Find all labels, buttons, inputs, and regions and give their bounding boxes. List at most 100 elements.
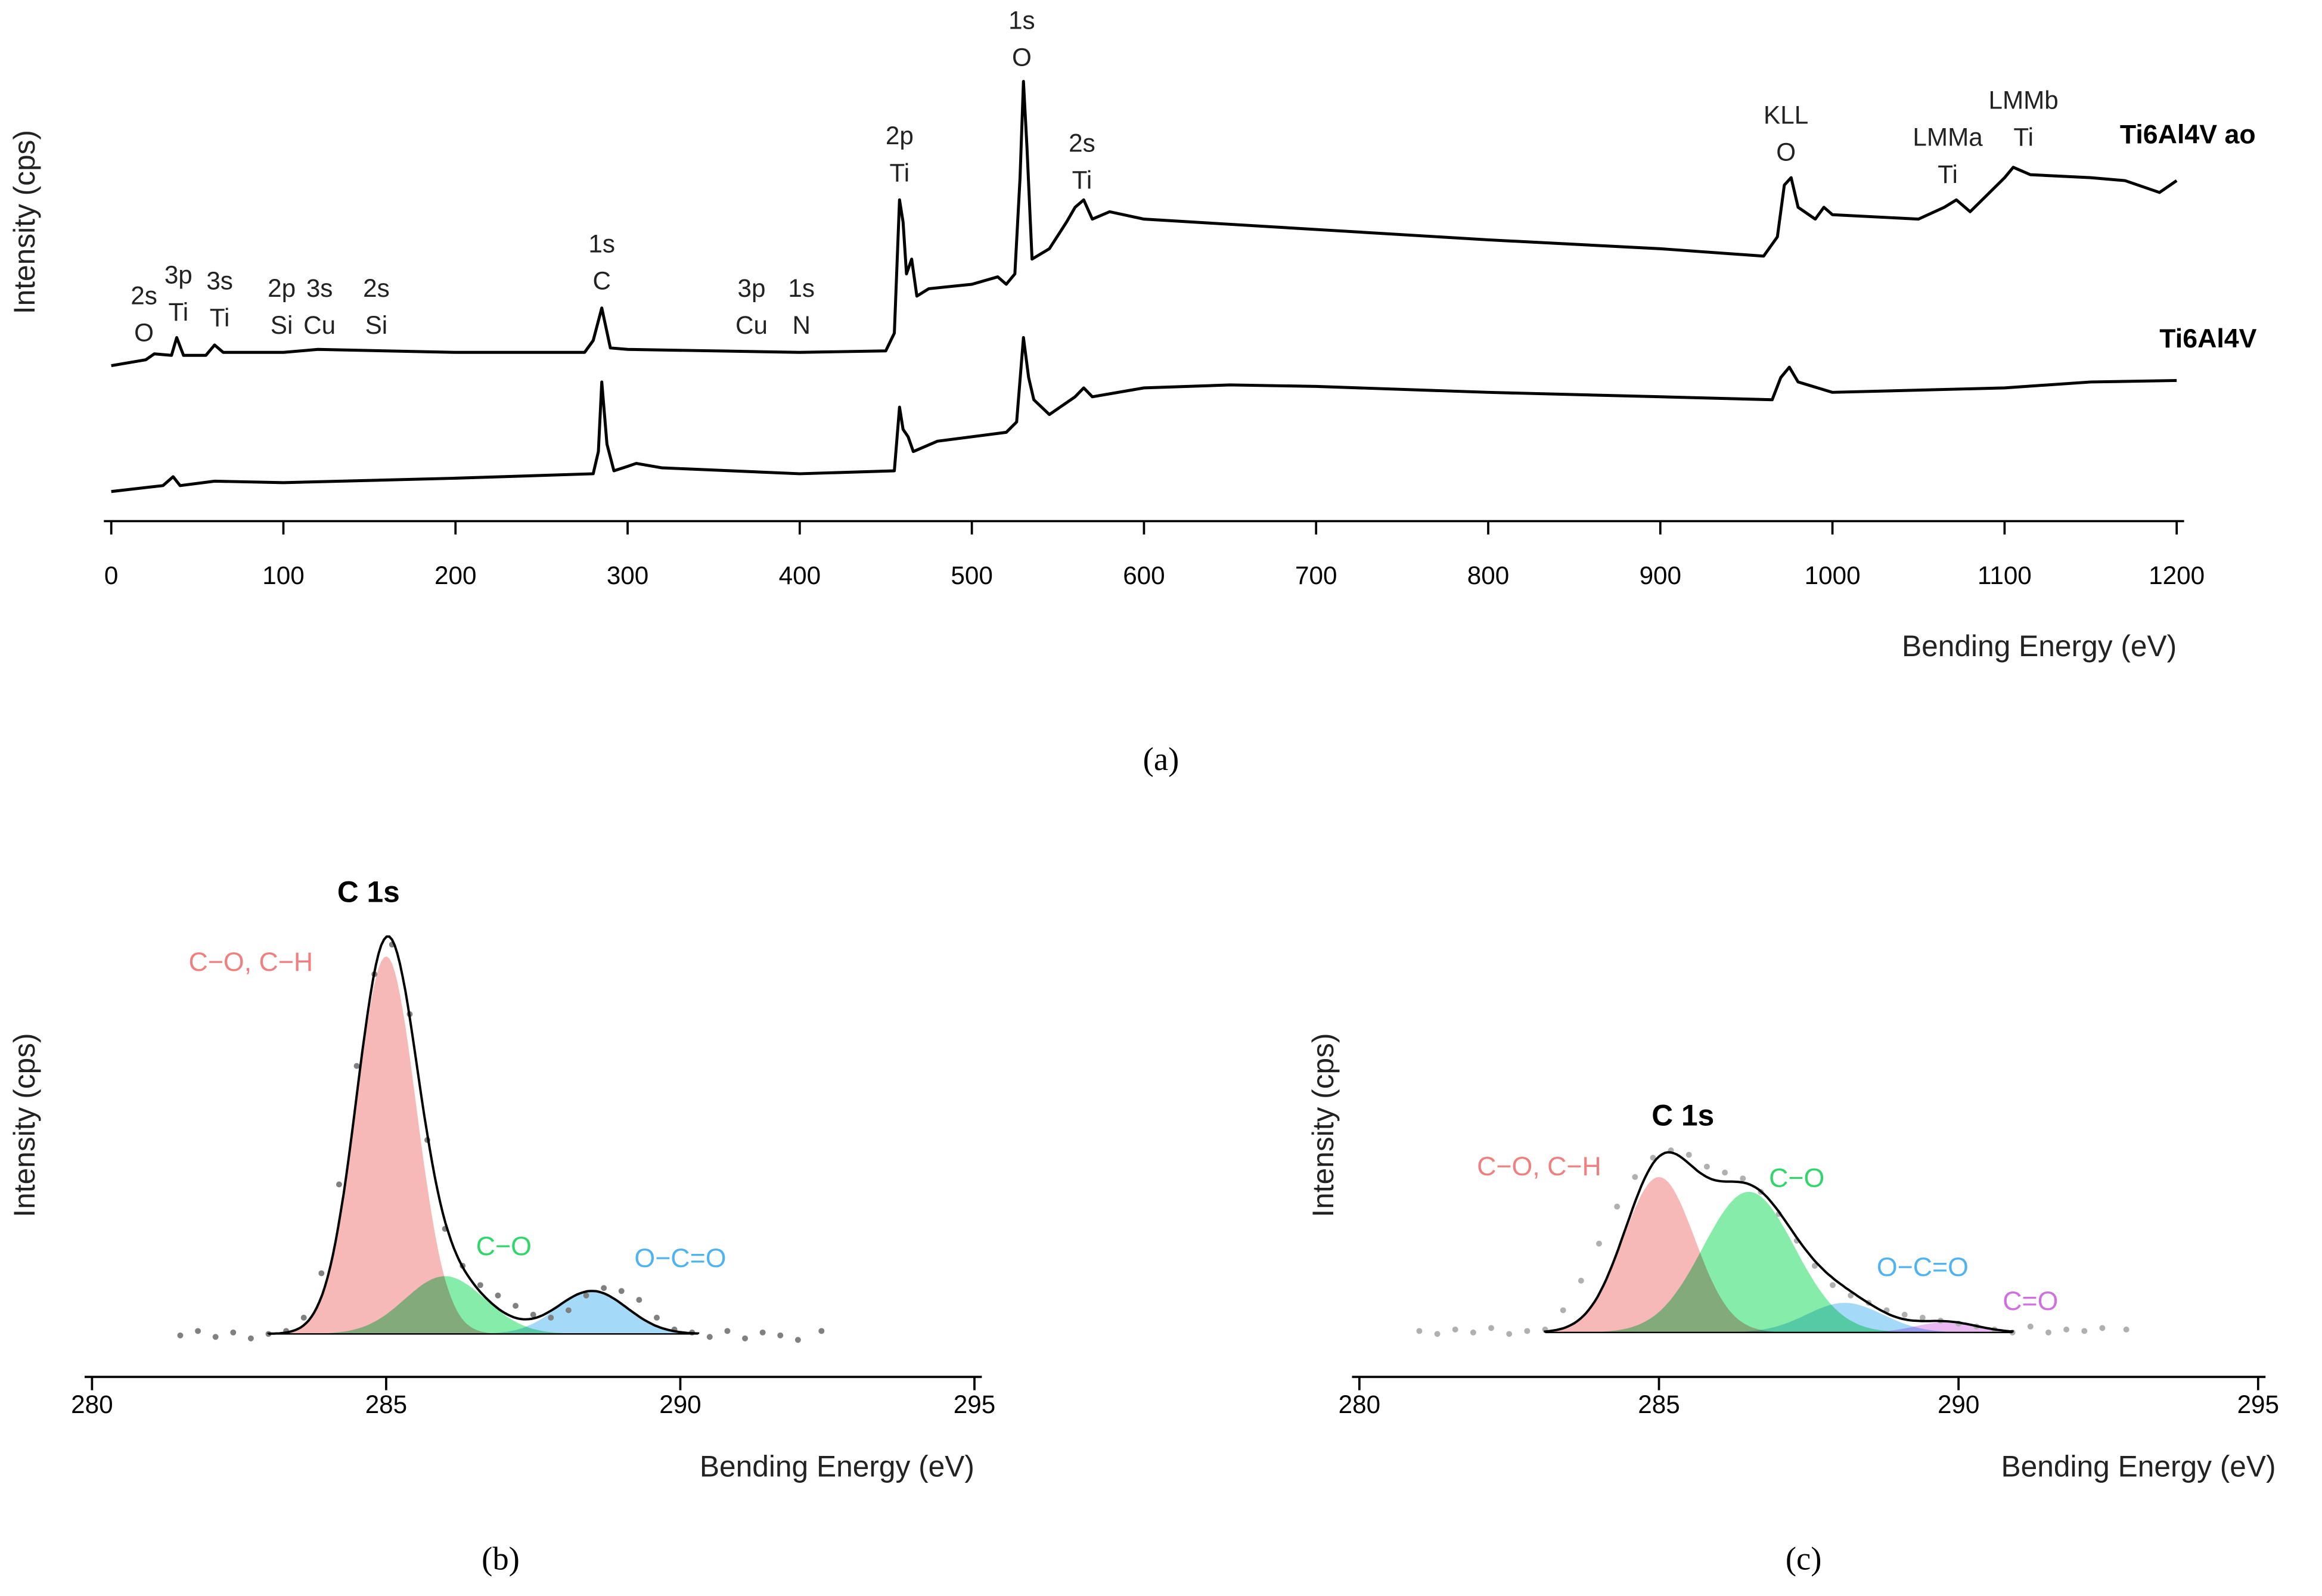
peak-label-top: 1s — [788, 274, 815, 302]
peak-label-top: 2s — [1069, 129, 1095, 157]
data-point — [583, 1292, 589, 1299]
data-point — [1578, 1277, 1584, 1284]
x-axis-label: Bending Energy (eV) — [700, 1449, 974, 1483]
data-point — [1488, 1325, 1495, 1331]
data-point — [495, 1292, 501, 1299]
data-point — [1919, 1314, 1926, 1321]
data-point — [1811, 1263, 1818, 1269]
x-tick-label: 290 — [1938, 1390, 1979, 1418]
x-tick-label: 280 — [71, 1390, 113, 1418]
data-point — [1452, 1326, 1458, 1333]
series-label: Ti6Al4V — [2159, 324, 2256, 353]
x-tick-label: 1000 — [1805, 561, 1861, 589]
x-tick-label: 1200 — [2149, 561, 2205, 589]
spectrum-line — [111, 336, 2177, 493]
fit-envelope — [267, 935, 700, 1336]
data-point — [1614, 1203, 1621, 1210]
data-point — [318, 1270, 325, 1277]
x-tick-label: 500 — [951, 561, 992, 589]
data-point — [1901, 1312, 1908, 1318]
x-tick-label: 280 — [1339, 1390, 1380, 1418]
caption: (c) — [1786, 1540, 1822, 1576]
peak-label-bottom: O — [134, 319, 154, 347]
peak-label-bottom: Cu — [735, 311, 768, 339]
spectrum-line — [111, 80, 2178, 368]
data-point — [601, 1285, 607, 1291]
data-point — [1830, 1282, 1836, 1288]
peak-label-bottom: Ti — [2013, 123, 2034, 151]
data-point — [1650, 1154, 1656, 1161]
x-tick-label: 200 — [434, 561, 476, 589]
component-label: C−O — [476, 1232, 532, 1261]
caption: (a) — [1143, 741, 1179, 777]
fit-component — [1545, 1322, 2013, 1333]
data-point — [618, 1288, 625, 1294]
peak-label-top: 2p — [886, 122, 914, 150]
data-point — [1596, 1240, 1602, 1247]
data-point — [2063, 1326, 2070, 1333]
data-point — [548, 1314, 554, 1321]
x-tick-label: 700 — [1295, 561, 1337, 589]
peak-label-bottom: O — [1776, 138, 1796, 166]
peak-label-top: 3s — [306, 274, 333, 302]
component-label: C=O — [2003, 1287, 2058, 1316]
data-point — [2123, 1326, 2129, 1333]
data-point — [2027, 1323, 2034, 1330]
peak-label-top: 3p — [164, 261, 193, 289]
x-tick-label: 900 — [1640, 561, 1681, 589]
data-point — [300, 1314, 307, 1321]
peak-label-bottom: Ti — [1072, 166, 1092, 194]
peak-label-top: LMMa — [1913, 123, 1983, 151]
x-tick-label: 1100 — [1978, 561, 2032, 589]
y-axis-label: Intensity (cps) — [8, 130, 41, 314]
x-tick-label: 285 — [365, 1390, 407, 1418]
caption: (b) — [482, 1540, 520, 1576]
data-point — [195, 1328, 201, 1334]
data-point — [1703, 1163, 1710, 1170]
chart-title: C 1s — [1652, 1099, 1714, 1132]
peak-label-top: LMMb — [1989, 86, 2059, 114]
data-point — [1560, 1307, 1566, 1314]
fit-component — [1545, 1303, 2013, 1333]
x-tick-label: 400 — [779, 561, 821, 589]
x-tick-label: 600 — [1123, 561, 1165, 589]
peak-label-bottom: Si — [271, 311, 293, 339]
data-point — [742, 1335, 748, 1342]
data-point — [1848, 1292, 1854, 1299]
peak-label-top: 1s — [1008, 6, 1035, 34]
peak-label-top: 2s — [363, 274, 390, 302]
data-point — [818, 1328, 825, 1334]
x-tick-label: 300 — [607, 561, 648, 589]
data-point — [530, 1312, 536, 1318]
x-tick-label: 0 — [104, 561, 118, 589]
data-point — [513, 1303, 519, 1309]
data-point — [177, 1332, 184, 1339]
y-axis-label: Intensity (cps) — [1306, 1033, 1340, 1217]
fit-envelope — [1544, 1151, 2014, 1333]
chart-title: C 1s — [337, 875, 400, 909]
component-label: C−O, C−H — [1477, 1152, 1601, 1181]
peak-label-top: 1s — [588, 230, 615, 258]
data-point — [1740, 1175, 1746, 1182]
peak-label-bottom: Cu — [303, 311, 336, 339]
data-point — [565, 1307, 572, 1314]
data-point — [777, 1332, 784, 1339]
x-tick-label: 800 — [1467, 561, 1509, 589]
y-axis-label: Intensity (cps) — [8, 1033, 41, 1217]
x-tick-label: 100 — [262, 561, 304, 589]
fit-component — [268, 1276, 699, 1334]
peak-label-top: 3p — [738, 274, 766, 302]
peak-label-bottom: Ti — [1938, 160, 1958, 188]
x-tick-label: 285 — [1638, 1390, 1680, 1418]
peak-label-bottom: Si — [365, 311, 388, 339]
data-point — [1506, 1331, 1513, 1337]
peak-label-bottom: C — [592, 267, 610, 295]
data-point — [353, 1063, 360, 1069]
data-point — [2045, 1329, 2051, 1336]
peak-label-top: 3s — [206, 267, 233, 295]
data-point — [477, 1282, 483, 1288]
peak-label-bottom: Ti — [890, 159, 910, 187]
data-point — [636, 1297, 642, 1303]
peak-label-bottom: O — [1012, 44, 1032, 72]
